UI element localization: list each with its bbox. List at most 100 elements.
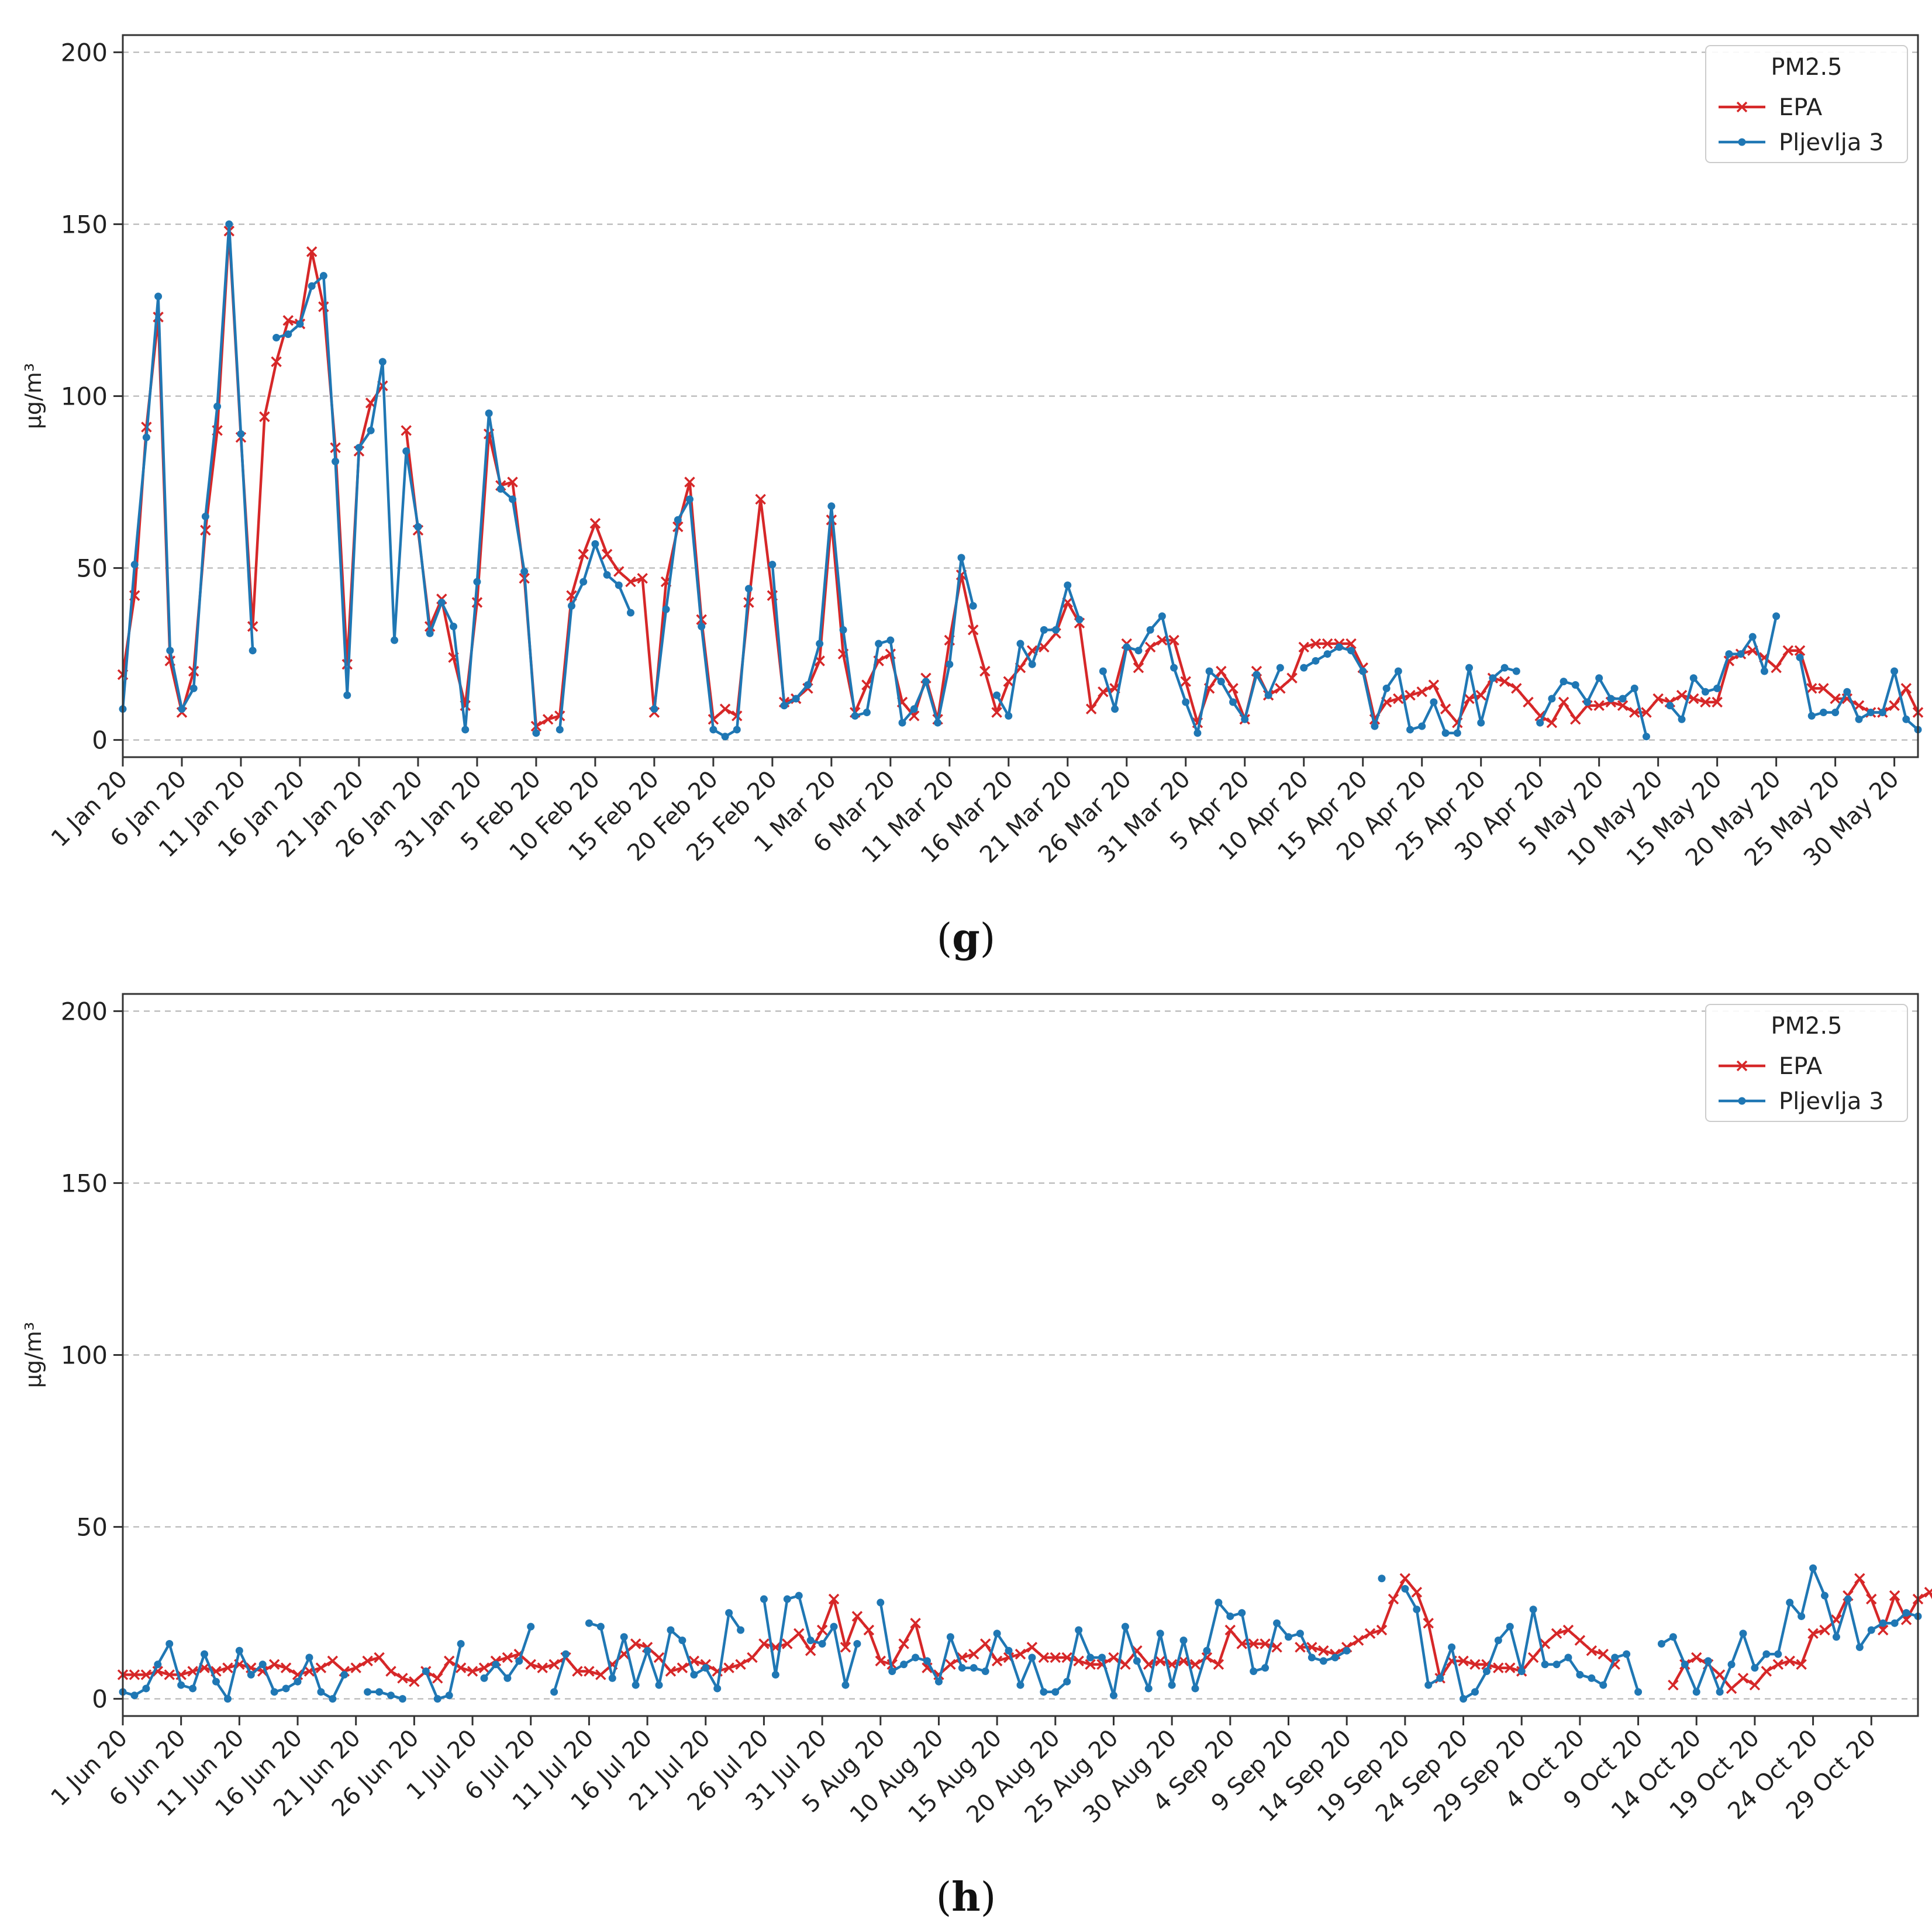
data-point (1843, 688, 1851, 696)
data-point (1040, 1688, 1048, 1696)
data-point (1831, 709, 1840, 717)
data-point (1460, 1695, 1468, 1703)
data-point (315, 1662, 327, 1673)
y-tick-label: 50 (77, 1513, 108, 1542)
data-point (496, 485, 505, 493)
data-point (841, 1681, 850, 1689)
series-epa (117, 1573, 1932, 1694)
data-point (426, 629, 434, 637)
data-point (154, 292, 163, 301)
data-point (284, 330, 292, 339)
data-point (568, 602, 575, 610)
data-point (839, 626, 847, 634)
data-point (1477, 719, 1485, 727)
data-point (1273, 1619, 1281, 1627)
series-line (122, 1566, 1919, 1700)
data-point (1039, 641, 1050, 653)
data-point (503, 1674, 512, 1682)
series-line (121, 223, 1919, 738)
data-point (282, 315, 294, 326)
data-point (1238, 1609, 1246, 1617)
data-point (690, 1670, 698, 1679)
data-point (934, 719, 942, 727)
data-point (1867, 1626, 1875, 1634)
data-point (805, 1645, 816, 1656)
legend-box (1705, 45, 1908, 163)
data-point (1668, 1679, 1679, 1691)
data-point (294, 1677, 302, 1686)
data-point (1551, 1628, 1562, 1639)
data-point (355, 444, 363, 452)
data-point (1310, 638, 1322, 650)
data-point (1774, 1650, 1782, 1658)
data-point (1168, 634, 1179, 646)
data-point (1623, 1650, 1631, 1658)
data-point (201, 512, 209, 520)
data-point (1108, 1652, 1119, 1663)
data-point (898, 719, 906, 727)
data-point (296, 320, 304, 328)
data-point (969, 602, 977, 610)
data-point (1298, 641, 1309, 653)
data-point (1120, 1659, 1131, 1670)
data-point (1158, 612, 1166, 620)
data-point (142, 433, 150, 441)
data-point (1051, 1688, 1060, 1696)
data-point (130, 561, 139, 569)
data-point (1809, 1564, 1817, 1572)
data-point (1109, 1691, 1117, 1700)
data-point (308, 282, 316, 290)
data-point (1353, 1635, 1364, 1646)
data-point (1716, 1688, 1724, 1696)
data-point (548, 1659, 560, 1670)
data-point (853, 1640, 861, 1648)
data-point (1725, 650, 1733, 658)
data-point (1595, 674, 1603, 682)
data-point (1286, 672, 1298, 683)
y-tick-label: 0 (92, 726, 108, 755)
data-point (886, 636, 895, 644)
data-point (723, 1662, 734, 1673)
data-point (461, 726, 470, 734)
data-point (1701, 688, 1709, 696)
data-point (1146, 626, 1154, 634)
data-point (225, 220, 233, 228)
data-point (1832, 1633, 1840, 1641)
data-point (968, 1648, 979, 1660)
data-point (1182, 698, 1190, 706)
data-point (733, 726, 741, 734)
data-point (946, 1633, 954, 1641)
data-point (1652, 693, 1664, 705)
data-point (1015, 1648, 1026, 1660)
data-point (1098, 686, 1109, 698)
data-point (1393, 693, 1404, 705)
legend-entry-label: EPA (1779, 1053, 1823, 1080)
data-point (1902, 715, 1910, 723)
data-point (391, 636, 399, 644)
data-point (1217, 678, 1225, 686)
data-point (1203, 1646, 1211, 1655)
data-point (422, 1667, 430, 1676)
data-point (189, 1684, 197, 1693)
data-point (1493, 1662, 1504, 1673)
series-line (121, 229, 1920, 728)
data-point (1855, 1643, 1864, 1651)
data-point (1889, 700, 1900, 712)
data-point (445, 1691, 453, 1700)
y-tick-label: 0 (92, 1685, 108, 1714)
data-point (1634, 1688, 1643, 1696)
data-point (450, 623, 458, 631)
data-point (1902, 1609, 1910, 1617)
data-point (525, 1659, 536, 1670)
data-point (1762, 1650, 1771, 1658)
data-point (280, 1662, 292, 1673)
data-point (875, 640, 883, 648)
legend-title: PM2.5 (1771, 54, 1842, 81)
data-point (1505, 1662, 1516, 1673)
data-point (863, 1624, 875, 1636)
data-point (1276, 664, 1284, 672)
data-point (235, 1646, 243, 1655)
data-point (625, 576, 636, 588)
data-point (467, 1666, 478, 1677)
legend-swatch-marker (1738, 1097, 1746, 1105)
